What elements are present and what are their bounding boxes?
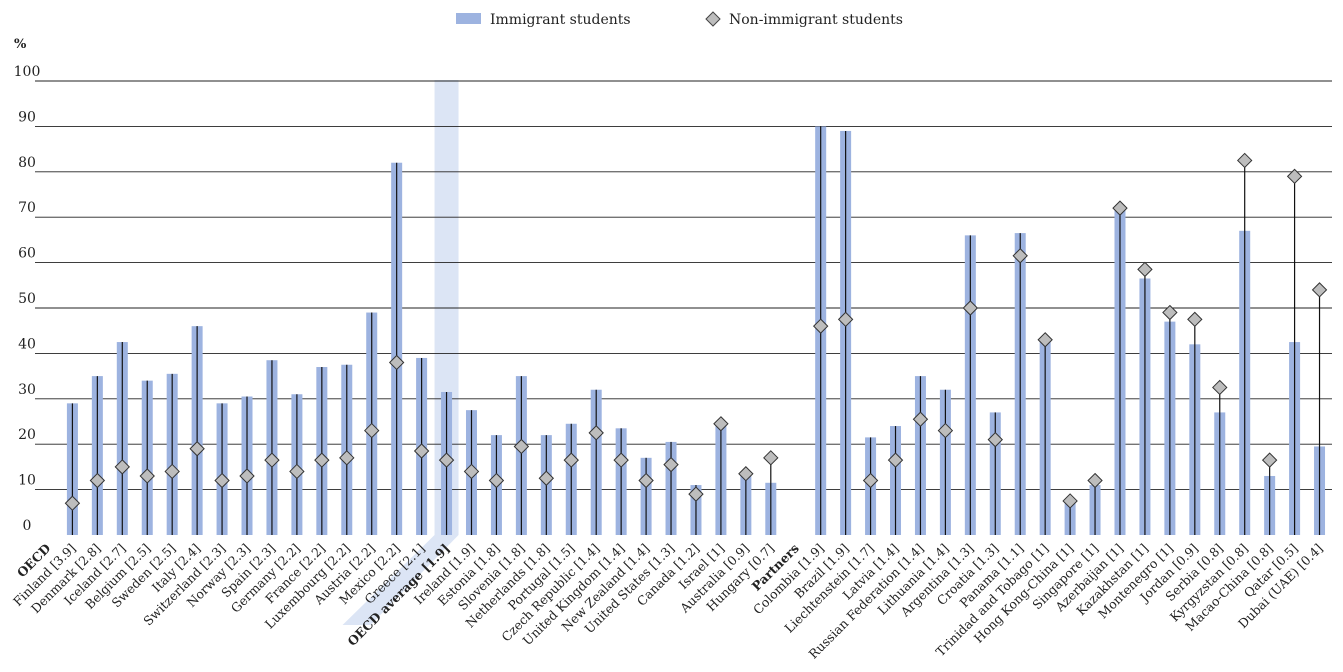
- non-immigrant-marker: [513, 438, 530, 455]
- non-immigrant-marker: [1012, 248, 1028, 264]
- legend-bar-swatch: [456, 13, 481, 24]
- y-tick-label: 0: [23, 518, 32, 534]
- non-immigrant-marker: [613, 452, 629, 468]
- non-immigrant-marker: [1062, 493, 1078, 509]
- non-immigrant-marker: [164, 463, 180, 480]
- legend-diamond-swatch: [705, 11, 721, 27]
- y-tick-label: 70: [18, 200, 36, 216]
- y-tick-label: 30: [18, 382, 36, 398]
- non-immigrant-marker: [1187, 311, 1203, 328]
- non-immigrant-marker: [438, 452, 455, 468]
- non-immigrant-marker: [364, 422, 380, 439]
- non-immigrant-marker: [738, 466, 754, 482]
- legend: Immigrant students Non-immigrant student…: [456, 11, 903, 28]
- non-immigrant-marker: [214, 472, 230, 489]
- non-immigrant-marker: [114, 459, 131, 475]
- non-immigrant-marker: [239, 468, 255, 484]
- y-tick-label: 20: [18, 427, 36, 443]
- non-immigrant-marker: [937, 422, 954, 439]
- non-immigrant-marker: [912, 411, 929, 427]
- non-immigrant-marker: [139, 468, 155, 484]
- non-immigrant-marker: [1037, 332, 1053, 348]
- non-immigrant-marker: [563, 452, 579, 468]
- non-immigrant-marker: [763, 450, 779, 466]
- non-immigrant-marker: [1137, 261, 1153, 278]
- non-immigrant-marker: [588, 425, 604, 441]
- non-immigrant-marker: [1311, 282, 1328, 298]
- non-immigrant-marker: [1261, 452, 1278, 468]
- non-immigrant-marker: [887, 452, 904, 468]
- non-immigrant-marker: [862, 472, 879, 489]
- non-immigrant-marker: [538, 470, 555, 486]
- non-immigrant-marker: [264, 452, 280, 468]
- gridlines: [35, 80, 1332, 491]
- y-tick-label: 10: [18, 473, 36, 489]
- non-immigrant-marker: [837, 311, 854, 328]
- non-immigrant-marker: [89, 472, 106, 489]
- y-axis-label: %: [14, 37, 27, 52]
- non-immigrant-marker: [713, 416, 729, 432]
- legend-label-non-immigrant: Non-immigrant students: [729, 12, 903, 28]
- non-immigrant-marker: [1087, 472, 1103, 489]
- bars: [66, 126, 1326, 536]
- y-tick-label: 50: [18, 291, 36, 307]
- markers: [64, 152, 1328, 511]
- non-immigrant-marker: [463, 463, 480, 480]
- non-immigrant-marker: [413, 443, 430, 459]
- non-immigrant-marker: [1286, 168, 1303, 185]
- non-immigrant-marker: [488, 472, 505, 489]
- non-immigrant-marker: [388, 354, 405, 371]
- non-immigrant-marker: [987, 431, 1003, 448]
- non-immigrant-marker: [1212, 379, 1228, 396]
- y-tick-label: 40: [18, 336, 36, 352]
- highlight-label-band: [342, 535, 459, 625]
- non-immigrant-marker: [64, 495, 81, 511]
- y-tick-label: 60: [18, 246, 36, 262]
- non-immigrant-marker: [812, 318, 829, 334]
- non-immigrant-marker: [289, 463, 305, 480]
- y-tick-label: 90: [18, 109, 36, 125]
- y-tick-label: 100: [14, 64, 41, 80]
- non-immigrant-marker: [1236, 152, 1253, 169]
- stems: [71, 126, 1321, 535]
- non-immigrant-marker: [1112, 200, 1128, 216]
- legend-label-immigrant: Immigrant students: [490, 12, 631, 28]
- non-immigrant-marker: [314, 452, 330, 468]
- non-immigrant-marker: [339, 450, 355, 466]
- y-tick-label: 80: [18, 155, 36, 171]
- non-immigrant-marker: [1162, 304, 1178, 321]
- non-immigrant-marker: [189, 441, 205, 457]
- non-immigrant-marker: [688, 486, 704, 502]
- y-axis: 0 10 20 30 40 50 60 70 80 90 100: [14, 64, 41, 534]
- non-immigrant-marker: [638, 472, 654, 489]
- non-immigrant-marker: [663, 456, 679, 473]
- non-immigrant-marker: [962, 300, 979, 316]
